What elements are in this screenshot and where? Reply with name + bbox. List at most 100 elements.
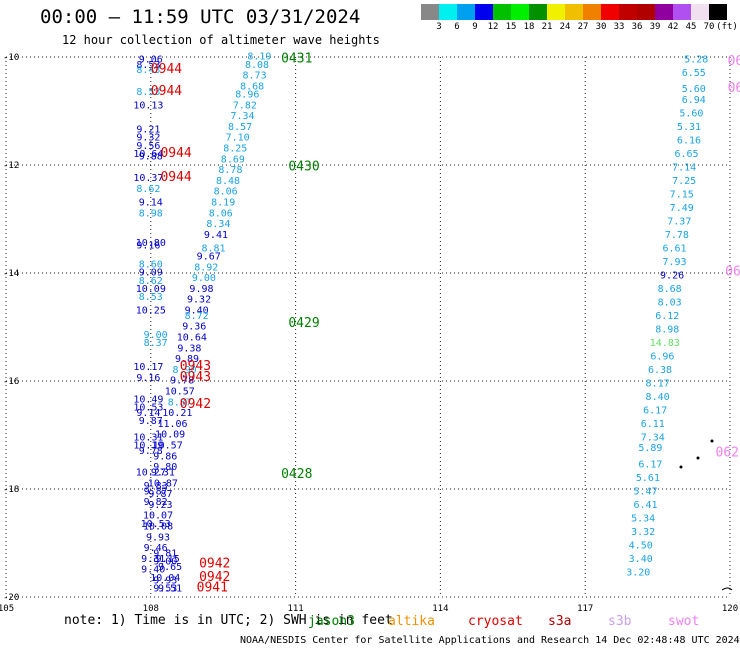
wave-height-value: 10.57 bbox=[165, 387, 195, 398]
map-title: 00:00 – 11:59 UTC 03/31/2024 bbox=[40, 6, 361, 28]
wave-height-value: 8.69 bbox=[221, 154, 245, 165]
wave-height-value: 8.62 bbox=[139, 276, 163, 287]
wave-height-value: 9.78 bbox=[139, 446, 163, 457]
wave-height-value: 8.92 bbox=[194, 262, 218, 273]
color-scale-legend bbox=[421, 4, 727, 20]
x-tick-label: 105 bbox=[0, 604, 14, 614]
wave-height-value: 7.82 bbox=[233, 100, 257, 111]
wave-height-value: 9.32 bbox=[136, 133, 160, 144]
wave-height-value: 6.94 bbox=[682, 95, 706, 106]
legend-tick-label: 9 bbox=[472, 22, 478, 32]
wave-height-value: 9.16 bbox=[136, 373, 160, 384]
satellite-label-cryosat: cryosat bbox=[468, 614, 523, 629]
pass-time-label: 0944 bbox=[160, 170, 191, 185]
wave-height-value: 9.21 bbox=[136, 125, 160, 136]
wave-height-value: 8.53 bbox=[136, 60, 160, 71]
wave-height-value: 8.19 bbox=[247, 52, 271, 63]
wave-height-value: 9.15 bbox=[156, 554, 180, 565]
wave-height-value: 6.65 bbox=[675, 149, 699, 160]
y-tick-label: -16 bbox=[3, 377, 19, 387]
wave-height-value: 8.08 bbox=[245, 60, 269, 71]
legend-tick-label: 18 bbox=[523, 22, 535, 32]
legend-swatch bbox=[457, 4, 475, 20]
wave-height-value: 6.96 bbox=[650, 351, 674, 362]
satellite-label-s3a: s3a bbox=[548, 614, 572, 629]
legend-tick-label: 42 bbox=[667, 22, 679, 32]
wave-height-value: 8.03 bbox=[658, 297, 682, 308]
wave-height-value: 9.40 bbox=[141, 565, 165, 576]
wave-height-value: 8.19 bbox=[211, 198, 235, 209]
satellite-label-swot: swot bbox=[668, 614, 700, 629]
wave-height-value: 8.78 bbox=[218, 165, 242, 176]
wave-height-value: 8.68 bbox=[240, 81, 264, 92]
wave-height-value: 5.61 bbox=[636, 473, 660, 484]
x-tick-label: 108 bbox=[143, 604, 159, 614]
wave-height-value: 8.73 bbox=[243, 71, 267, 82]
x-tick-label: 117 bbox=[577, 604, 593, 614]
wave-height-value: 3.40 bbox=[629, 554, 653, 565]
wave-height-value: 9.82 bbox=[144, 497, 168, 508]
wave-height-value: 8.98 bbox=[139, 208, 163, 219]
wave-height-value: 10.04 bbox=[150, 573, 180, 584]
wave-height-value: 6.17 bbox=[643, 405, 667, 416]
pass-time-label: 0430 bbox=[288, 159, 319, 174]
wave-height-value: 10.13 bbox=[133, 100, 163, 111]
x-tick-label: 111 bbox=[287, 604, 303, 614]
wave-height-value: 9.86 bbox=[153, 451, 177, 462]
wave-height-value: 8.96 bbox=[235, 90, 259, 101]
wave-height-value: 10.53 bbox=[141, 519, 171, 530]
wave-height-value: 5.28 bbox=[684, 54, 708, 65]
wave-height-value: 8.06 bbox=[214, 187, 238, 198]
legend-tick-label: 36 bbox=[631, 22, 643, 32]
wave-height-value: 9.80 bbox=[153, 462, 177, 473]
pass-time-label: 0622 bbox=[716, 446, 740, 461]
wave-height-value: 10.27 bbox=[136, 468, 166, 479]
wave-height-value: 8.68 bbox=[658, 284, 682, 295]
coastline-fragment bbox=[721, 587, 733, 591]
wave-height-value: 9.00 bbox=[192, 273, 216, 284]
legend-swatch bbox=[637, 4, 655, 20]
wave-height-value: 6.55 bbox=[682, 68, 706, 79]
legend-tick-label: 21 bbox=[541, 22, 553, 32]
wave-height-value: 7.37 bbox=[667, 216, 691, 227]
wave-height-value: 9.98 bbox=[189, 284, 213, 295]
wave-height-value: 6.38 bbox=[648, 365, 672, 376]
pass-time-label: 0943 bbox=[180, 359, 211, 374]
pass-time-label: 0943 bbox=[180, 370, 211, 385]
map-subtitle: 12 hour collection of altimeter wave hei… bbox=[62, 33, 380, 47]
y-tick-label: -12 bbox=[3, 161, 19, 171]
wave-height-value: 8.62 bbox=[136, 184, 160, 195]
wave-height-value: 5.60 bbox=[682, 84, 706, 95]
wave-height-value: 6.16 bbox=[677, 135, 701, 146]
wave-height-value: 7.14 bbox=[672, 162, 696, 173]
wave-height-value: 8.60 bbox=[139, 260, 163, 271]
legend-tick-label: 33 bbox=[613, 22, 625, 32]
wave-height-value: 10.19 bbox=[133, 441, 163, 452]
wave-height-value: 10.53 bbox=[133, 403, 163, 414]
wave-height-value: 7.34 bbox=[230, 111, 254, 122]
wave-height-value: 9.00 bbox=[144, 330, 168, 341]
island-marker bbox=[679, 465, 683, 469]
legend-tick-label: 6 bbox=[454, 22, 460, 32]
island-marker bbox=[696, 456, 700, 460]
wave-height-value: 9.87 bbox=[148, 489, 172, 500]
wave-height-value: 9.41 bbox=[204, 230, 228, 241]
wave-height-value: 10.64 bbox=[177, 333, 207, 344]
wave-height-value: 9.40 bbox=[185, 306, 209, 317]
legend-tick-label: (ft) bbox=[716, 22, 738, 32]
pass-time-label: 0431 bbox=[281, 51, 312, 66]
wave-height-value: 10.25 bbox=[136, 306, 166, 317]
wave-height-value: 10.87 bbox=[148, 478, 178, 489]
wave-height-value: 8.81 bbox=[201, 243, 225, 254]
wave-height-value: 8.98 bbox=[655, 324, 679, 335]
pass-time-label: 0942 bbox=[199, 570, 230, 585]
wave-height-value: 9.32 bbox=[187, 295, 211, 306]
legend-swatch bbox=[691, 4, 709, 20]
legend-swatch bbox=[655, 4, 673, 20]
legend-swatch bbox=[439, 4, 457, 20]
note-text: note: 1) Time is in UTC; 2) SWH is in fe… bbox=[64, 613, 393, 628]
wave-height-value: 8.25 bbox=[223, 144, 247, 155]
wave-height-value: 10.09 bbox=[155, 430, 185, 441]
legend-swatch bbox=[601, 4, 619, 20]
wave-height-value: 10.80 bbox=[136, 238, 166, 249]
